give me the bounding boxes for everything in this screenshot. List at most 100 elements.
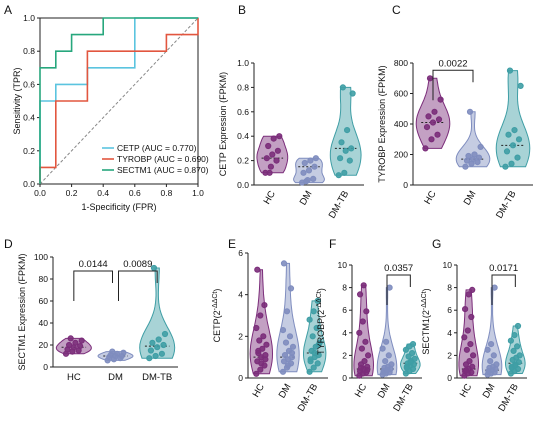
panel-d: D 0 20 40 60 80 100 SECTM1 Expression (FPKM) HC D… xyxy=(4,237,178,383)
y-tick-label: 0.4 xyxy=(237,131,249,141)
data-point xyxy=(279,327,287,334)
data-point xyxy=(303,178,310,185)
data-point xyxy=(288,349,296,357)
data-point xyxy=(282,339,290,346)
data-point xyxy=(503,148,511,155)
data-point xyxy=(409,350,416,357)
panel-label: G xyxy=(432,237,441,251)
data-point xyxy=(120,349,127,356)
y-tick-label: 80 xyxy=(39,274,49,284)
panel-label: E xyxy=(228,237,236,251)
panel-label: A xyxy=(4,3,12,17)
data-point xyxy=(429,119,437,126)
data-point xyxy=(506,67,514,74)
category-label: DM-TB xyxy=(296,382,321,414)
data-point xyxy=(313,324,320,332)
data-point xyxy=(514,322,522,330)
data-point xyxy=(152,352,159,360)
y-tick-label: 6 xyxy=(238,248,243,258)
data-point xyxy=(491,284,498,291)
data-point xyxy=(307,157,314,164)
data-point xyxy=(462,367,470,374)
data-point xyxy=(515,359,523,366)
panel-label: C xyxy=(392,3,401,17)
data-point xyxy=(358,345,365,352)
y-tick-label: 100 xyxy=(34,252,48,262)
y-axis-label: CETP(2-ΔΔCt) xyxy=(212,289,222,343)
data-point xyxy=(311,163,318,170)
data-point xyxy=(462,306,469,313)
data-point xyxy=(281,352,289,359)
data-point xyxy=(382,358,389,365)
data-point xyxy=(307,358,314,365)
data-point xyxy=(487,358,494,365)
y-tick-label: 0.6 xyxy=(23,79,35,89)
y-tick-label: 0.8 xyxy=(23,46,35,56)
data-point xyxy=(301,159,308,167)
data-point xyxy=(388,361,395,368)
data-point xyxy=(423,124,431,131)
y-tick-label: 20 xyxy=(39,340,49,350)
data-point xyxy=(465,291,472,298)
data-point xyxy=(514,343,521,350)
data-point xyxy=(402,346,409,353)
data-point xyxy=(66,341,73,349)
y-tick-label: 0 xyxy=(447,373,452,383)
legend-entry: CETP (AUC = 0.770) xyxy=(117,143,197,153)
x-tick-label: 0.0 xyxy=(34,188,46,198)
data-point xyxy=(510,347,517,354)
y-tick-label: 0 xyxy=(43,362,48,372)
y-tick-label: 4 xyxy=(238,290,243,300)
data-point xyxy=(253,324,260,332)
data-point xyxy=(257,312,264,319)
data-point xyxy=(67,335,74,342)
y-axis-label: SECTM1(2-ΔΔCt) xyxy=(421,288,431,354)
data-point xyxy=(78,337,85,344)
panel-label: B xyxy=(238,3,246,17)
significance-bracket xyxy=(73,270,113,301)
data-point xyxy=(305,167,313,174)
data-point xyxy=(461,334,468,341)
data-point xyxy=(463,346,470,353)
data-point xyxy=(357,364,365,371)
data-point xyxy=(254,266,261,273)
data-point xyxy=(477,143,484,150)
data-point xyxy=(265,142,272,150)
panel-a: A 0.0 0.2 0.4 0.6 0.8 1.0 0.0 0.2 0.4 0.6 0.8 1.0 1-S… xyxy=(4,3,209,212)
data-point xyxy=(348,145,355,152)
data-point xyxy=(428,136,435,143)
data-point xyxy=(488,341,495,348)
y-tick-label: 10 xyxy=(443,260,453,270)
data-point xyxy=(360,282,367,289)
p-value-label: 0.0171 xyxy=(489,263,518,274)
category-label: HC xyxy=(262,189,278,207)
y-tick-label: 0 xyxy=(342,373,347,383)
significance-bracket xyxy=(432,69,474,101)
data-point xyxy=(284,362,292,369)
x-tick-label: 0.2 xyxy=(66,188,78,198)
data-point xyxy=(468,313,475,321)
data-point xyxy=(431,108,438,115)
data-point xyxy=(505,131,512,138)
category-label: DM xyxy=(481,382,498,400)
data-point xyxy=(493,361,500,368)
data-point xyxy=(310,364,317,371)
y-tick-label: 40 xyxy=(39,318,49,328)
data-point xyxy=(306,368,313,375)
data-point xyxy=(465,152,472,160)
data-point xyxy=(270,135,277,142)
data-point xyxy=(161,330,169,338)
y-tick-label: 2 xyxy=(238,331,243,341)
data-point xyxy=(314,360,321,367)
legend-entry: SECTM1 (AUC = 0.870) xyxy=(117,165,209,175)
data-point xyxy=(356,329,363,336)
y-axis-label: TYROBP Expression (FPKM) xyxy=(377,65,387,182)
category-label: DM-TB xyxy=(327,189,352,221)
data-point xyxy=(147,347,154,354)
data-point xyxy=(490,352,497,359)
data-point xyxy=(422,145,429,152)
data-point xyxy=(365,352,372,359)
data-point xyxy=(312,155,319,162)
x-axis-label: 1-Specificity (FPR) xyxy=(81,202,156,212)
data-point xyxy=(160,341,167,349)
